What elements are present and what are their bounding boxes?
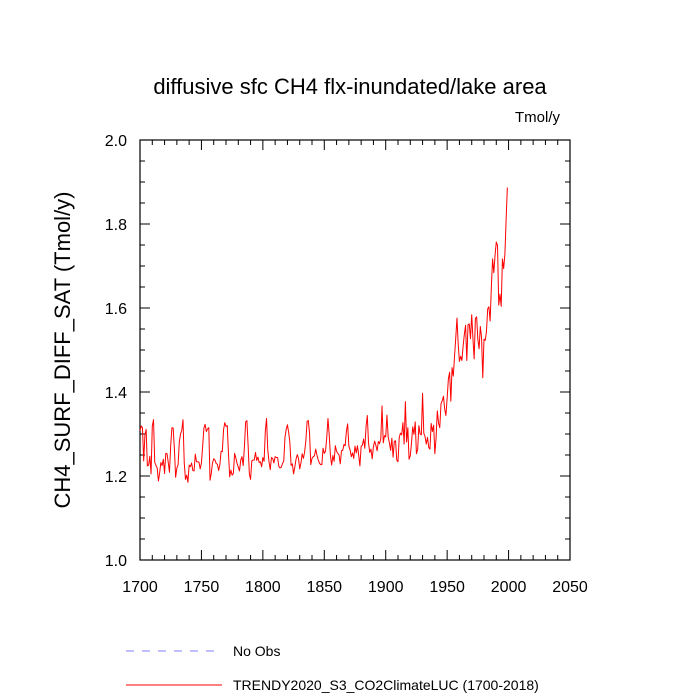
x-tick-label: 1700 — [122, 579, 158, 596]
series-line-trendy2020-s3 — [139, 187, 508, 483]
plot-frame — [139, 139, 571, 561]
x-tick-label: 1900 — [368, 579, 404, 596]
y-tick-label: 1.6 — [105, 301, 127, 318]
units-label: Tmol/y — [515, 109, 561, 126]
y-tick-label: 1.2 — [105, 469, 127, 486]
x-tick-label: 1850 — [306, 579, 342, 596]
y-axis-label: CH4_SURF_DIFF_SAT (Tmol/y) — [50, 191, 75, 508]
y-tick-label: 1.0 — [105, 553, 127, 570]
legend-label-trendy: TRENDY2020_S3_CO2ClimateLUC (1700-2018) — [233, 677, 539, 693]
chart-title: diffusive sfc CH4 flx-inundated/lake are… — [153, 74, 547, 99]
y-tick-label: 1.4 — [105, 385, 127, 402]
legend: No Obs TRENDY2020_S3_CO2ClimateLUC (1700… — [126, 643, 539, 693]
y-tick-label: 1.8 — [105, 217, 127, 234]
x-tick-label: 1750 — [184, 579, 220, 596]
x-tick-label: 1950 — [429, 579, 465, 596]
series-layer — [139, 187, 508, 483]
plot-area: 1700 1750 1800 1850 1900 1950 2000 2050 1.01.21… — [105, 133, 588, 596]
y-axis: 1.0 1.2 1.4 1.6 1.8 2.0 — [105, 133, 570, 570]
x-axis: 1700 1750 1800 1850 1900 1950 2000 2050 — [122, 140, 588, 596]
x-tick-label: 2050 — [552, 579, 588, 596]
x-tick-label: 2000 — [491, 579, 527, 596]
y-tick-label: 2.0 — [105, 133, 127, 150]
legend-label-no-obs: No Obs — [233, 643, 280, 659]
x-tick-label: 1800 — [245, 579, 281, 596]
